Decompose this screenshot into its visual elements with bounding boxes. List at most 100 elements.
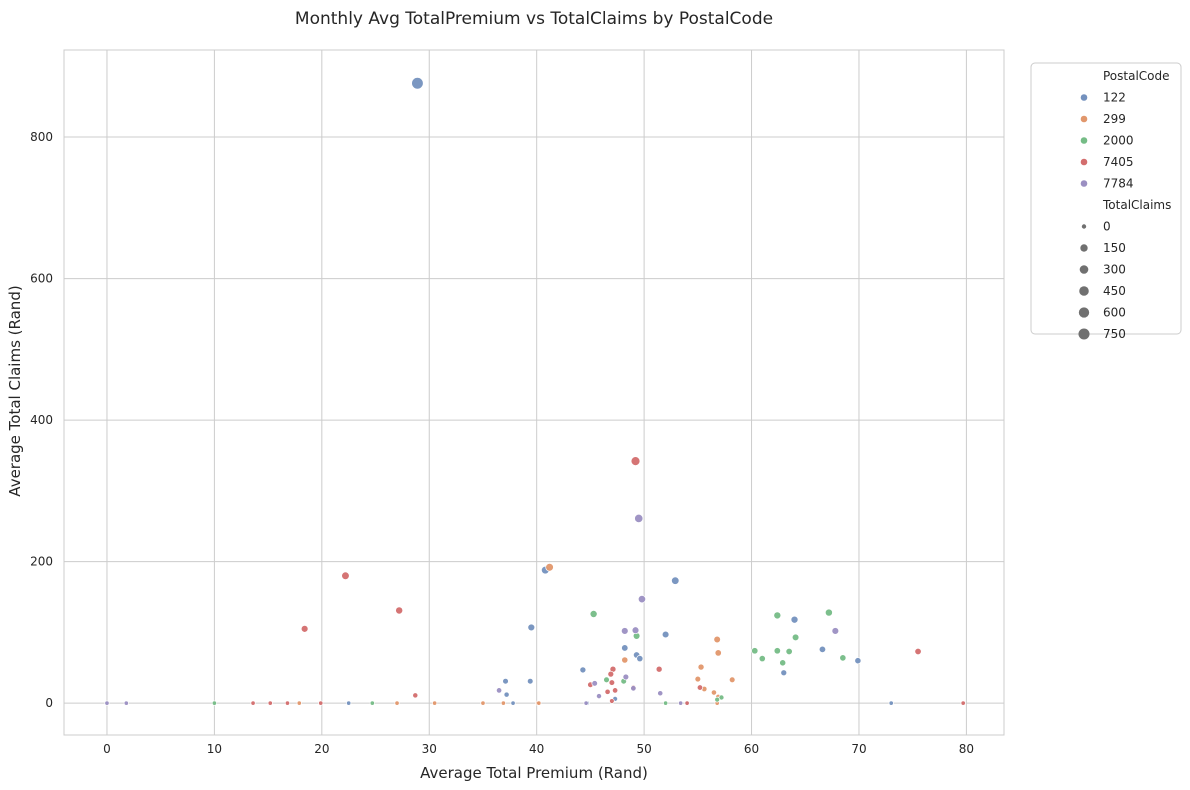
x-axis-label: Average Total Premium (Rand) bbox=[420, 764, 648, 782]
legend-size-label: 450 bbox=[1103, 284, 1126, 298]
data-point bbox=[612, 687, 619, 694]
data-point bbox=[284, 700, 291, 706]
y-axis-label: Average Total Claims (Rand) bbox=[6, 285, 24, 496]
data-point bbox=[480, 700, 486, 706]
y-tick-label: 800 bbox=[30, 130, 53, 144]
data-point bbox=[395, 606, 404, 615]
legend-size-marker bbox=[1080, 244, 1088, 252]
data-point bbox=[780, 669, 788, 677]
legend-marker bbox=[1080, 115, 1088, 123]
legend-item-label: 2000 bbox=[1103, 134, 1134, 148]
legend-size-marker bbox=[1079, 286, 1089, 296]
data-point bbox=[510, 700, 516, 706]
data-point bbox=[710, 689, 717, 696]
legend-frame bbox=[1030, 62, 1182, 335]
data-point bbox=[369, 700, 375, 706]
data-point bbox=[621, 656, 629, 664]
data-point bbox=[839, 654, 847, 662]
data-point bbox=[671, 576, 680, 585]
data-point bbox=[607, 670, 615, 678]
data-point bbox=[888, 700, 894, 706]
data-point bbox=[914, 647, 922, 656]
data-point bbox=[758, 655, 766, 663]
legend-size-marker bbox=[1078, 328, 1090, 340]
data-point bbox=[773, 611, 782, 620]
data-point bbox=[300, 625, 309, 633]
data-point bbox=[630, 685, 637, 692]
x-tick-label: 50 bbox=[636, 742, 651, 756]
data-point bbox=[631, 626, 640, 635]
legend-size-label: 150 bbox=[1103, 241, 1126, 255]
legend-hue-title: PostalCode bbox=[1103, 69, 1170, 83]
data-point bbox=[545, 563, 554, 572]
data-point bbox=[824, 608, 833, 617]
legend-size-marker bbox=[1079, 265, 1089, 274]
legend-item-label: 7784 bbox=[1103, 177, 1134, 191]
data-point bbox=[604, 688, 611, 695]
data-point bbox=[636, 655, 644, 663]
data-point bbox=[104, 700, 110, 706]
x-tick-label: 40 bbox=[529, 742, 544, 756]
data-point bbox=[678, 700, 684, 706]
data-point bbox=[500, 700, 506, 706]
data-point bbox=[591, 680, 598, 687]
data-point bbox=[684, 700, 690, 706]
x-tick-label: 60 bbox=[744, 742, 759, 756]
data-point bbox=[831, 627, 840, 635]
legend-item-label: 122 bbox=[1103, 91, 1126, 105]
data-point bbox=[596, 693, 602, 700]
legend: PostalCode 122 299 2000 7405 7784 TotalClaims 0… bbox=[1030, 62, 1182, 341]
x-tick-label: 30 bbox=[422, 742, 437, 756]
data-point bbox=[696, 684, 704, 691]
data-point bbox=[318, 700, 324, 706]
data-point bbox=[432, 700, 438, 706]
legend-marker bbox=[1080, 94, 1088, 101]
grid-lines bbox=[64, 50, 1004, 735]
data-point bbox=[123, 700, 129, 706]
y-tick-label: 600 bbox=[30, 272, 53, 286]
legend-marker bbox=[1080, 137, 1088, 144]
legend-item-label: 299 bbox=[1103, 112, 1126, 126]
data-point bbox=[621, 644, 629, 652]
data-point bbox=[714, 649, 722, 657]
data-point bbox=[714, 696, 720, 703]
data-point bbox=[341, 571, 350, 580]
data-point bbox=[622, 673, 630, 681]
data-point bbox=[527, 623, 536, 632]
y-tick-label: 400 bbox=[30, 413, 53, 427]
y-tick-label: 200 bbox=[30, 555, 53, 569]
data-point bbox=[296, 700, 302, 706]
data-point bbox=[503, 691, 510, 698]
data-point bbox=[791, 633, 800, 642]
y-tick-label: 0 bbox=[45, 696, 53, 710]
data-point bbox=[655, 665, 663, 673]
data-point bbox=[583, 700, 589, 706]
data-point bbox=[751, 647, 759, 655]
data-point bbox=[728, 676, 736, 684]
plot-area bbox=[63, 49, 1005, 736]
legend-size-marker bbox=[1078, 307, 1090, 318]
data-point bbox=[854, 657, 862, 665]
data-point bbox=[634, 513, 644, 523]
data-point bbox=[620, 627, 629, 635]
data-point bbox=[412, 692, 419, 699]
chart-title: Monthly Avg TotalPremium vs TotalClaims … bbox=[295, 9, 773, 29]
x-tick-label: 20 bbox=[314, 742, 329, 756]
data-point bbox=[697, 663, 705, 671]
legend-marker bbox=[1080, 180, 1088, 187]
data-point bbox=[661, 630, 670, 639]
data-point bbox=[536, 700, 542, 706]
legend-size-marker bbox=[1081, 224, 1087, 229]
data-point bbox=[779, 659, 787, 667]
x-tick-label: 70 bbox=[851, 742, 866, 756]
legend-size-label: 750 bbox=[1103, 327, 1126, 341]
data-point bbox=[630, 456, 641, 466]
data-point bbox=[637, 595, 646, 604]
data-point bbox=[394, 700, 400, 706]
legend-size-label: 0 bbox=[1103, 220, 1111, 234]
legend-size-label: 300 bbox=[1103, 263, 1126, 277]
data-point bbox=[960, 700, 966, 706]
data-point bbox=[267, 700, 273, 706]
data-point bbox=[527, 677, 534, 685]
